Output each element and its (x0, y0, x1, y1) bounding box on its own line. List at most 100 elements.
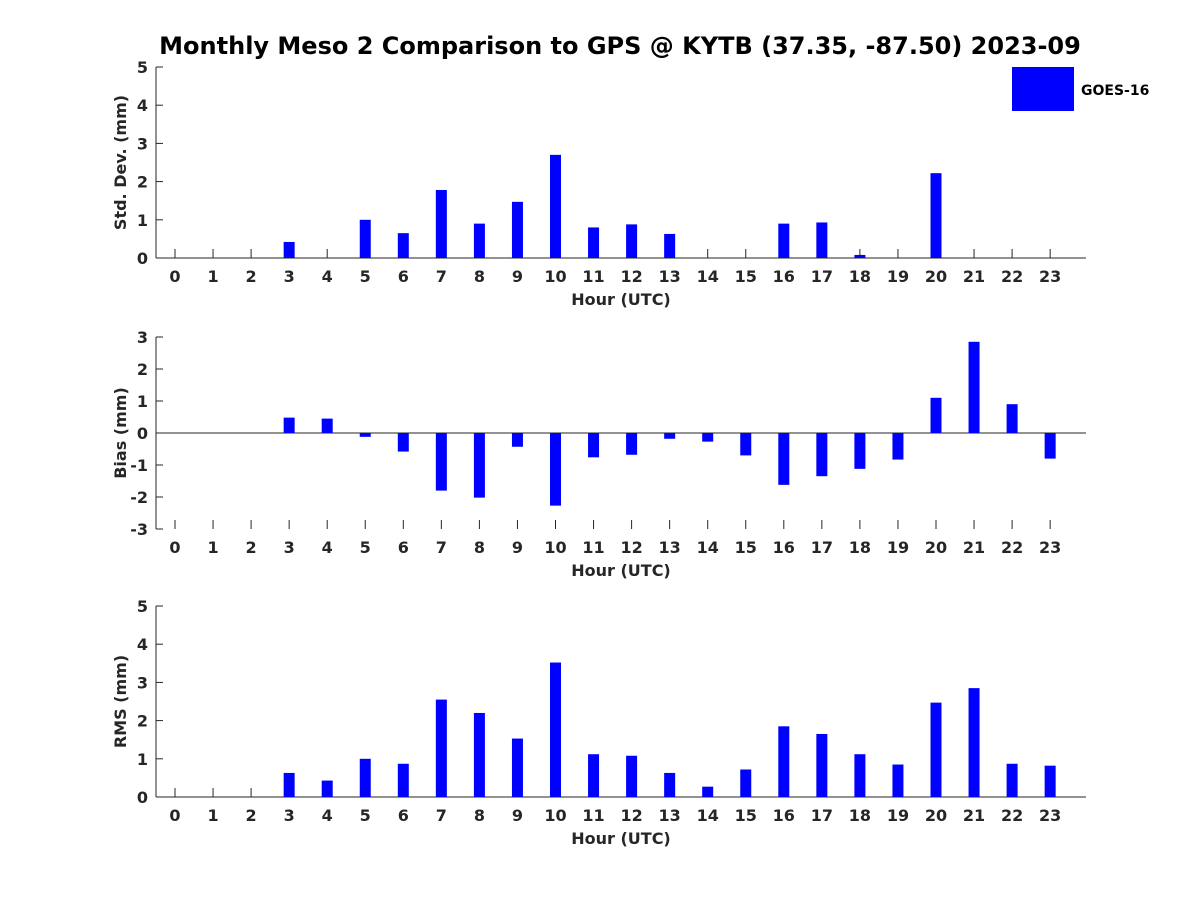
std-dev-xtick-label: 18 (849, 267, 871, 286)
std-dev-ytick-label: 1 (137, 211, 148, 230)
chart-title: Monthly Meso 2 Comparison to GPS @ KYTB … (159, 32, 1081, 60)
bias-xtick-label: 2 (246, 538, 257, 557)
std-dev-bar-hour-5 (359, 219, 371, 258)
std-dev-bar-hour-7 (435, 190, 447, 258)
std-dev-bar-hour-17 (816, 222, 828, 258)
std-dev-xtick-label: 14 (697, 267, 719, 286)
bias-bar-hour-3 (283, 417, 295, 433)
rms-bar-hour-3 (283, 772, 295, 797)
bias-xtick-label: 4 (322, 538, 333, 557)
std-dev-xtick-label: 17 (811, 267, 833, 286)
rms-xtick-label: 23 (1039, 806, 1061, 825)
rms-bar-hour-4 (321, 780, 333, 797)
bias-bar-hour-14 (702, 433, 714, 442)
bias-ytick-label: -2 (130, 488, 148, 507)
std-dev-xtick-label: 6 (398, 267, 409, 286)
rms-bar-hour-22 (1006, 763, 1018, 797)
std-dev-xlabel: Hour (UTC) (571, 290, 671, 309)
bias-bar-hour-19 (892, 433, 904, 460)
std-dev-xtick-label: 12 (620, 267, 642, 286)
bias-ylabel: Bias (mm) (111, 387, 130, 479)
rms-bar-hour-23 (1044, 765, 1056, 797)
rms-xtick-label: 1 (207, 806, 218, 825)
rms-xtick-label: 7 (436, 806, 447, 825)
std-dev-bar-hour-18 (854, 254, 866, 258)
rms-bar-hour-9 (511, 738, 523, 797)
bias-bar-hour-16 (778, 433, 790, 485)
std-dev-xtick-label: 0 (169, 267, 180, 286)
std-dev-xtick-label: 20 (925, 267, 947, 286)
rms-xtick-label: 0 (169, 806, 180, 825)
rms-ytick-label: 1 (137, 750, 148, 769)
rms-bar-hour-5 (359, 758, 371, 797)
rms-bar-hour-21 (968, 688, 980, 797)
std-dev-bar-hour-8 (473, 223, 485, 258)
std-dev-bar-hour-3 (283, 241, 295, 258)
rms-xtick-label: 16 (773, 806, 795, 825)
std-dev-bar-hour-10 (550, 154, 561, 258)
bias-bar-hour-13 (664, 433, 676, 439)
rms-xtick-label: 4 (322, 806, 333, 825)
rms-bar-hour-10 (550, 662, 561, 797)
bias-xtick-label: 23 (1039, 538, 1061, 557)
bias-bar-hour-17 (816, 433, 828, 477)
bias-xtick-label: 5 (360, 538, 371, 557)
std-dev-ytick-label: 3 (137, 134, 148, 153)
std-dev-xtick-label: 21 (963, 267, 985, 286)
rms-xtick-label: 15 (735, 806, 757, 825)
bias-ytick-label: 2 (137, 360, 148, 379)
rms-bar-hour-7 (435, 699, 447, 797)
rms-bar-hour-14 (702, 786, 714, 797)
std-dev-xtick-label: 2 (246, 267, 257, 286)
std-dev-xtick-label: 1 (207, 267, 218, 286)
bias-xtick-label: 13 (659, 538, 681, 557)
rms-bar-hour-6 (397, 763, 409, 797)
bias-xtick-label: 15 (735, 538, 757, 557)
bias-xtick-label: 10 (544, 538, 566, 557)
rms-ylabel: RMS (mm) (111, 655, 130, 748)
rms-xtick-label: 12 (620, 806, 642, 825)
bias-bar-hour-7 (435, 433, 447, 491)
std-dev-xtick-label: 7 (436, 267, 447, 286)
std-dev-xtick-label: 15 (735, 267, 757, 286)
std-dev-bar-hour-20 (930, 173, 942, 258)
rms-bar-hour-13 (664, 772, 676, 797)
rms-xtick-label: 22 (1001, 806, 1023, 825)
bias-xtick-label: 6 (398, 538, 409, 557)
rms-xtick-label: 20 (925, 806, 947, 825)
std-dev-bar-hour-12 (626, 224, 638, 258)
rms-xtick-label: 21 (963, 806, 985, 825)
rms-xtick-label: 11 (582, 806, 604, 825)
bias-ytick-label: 1 (137, 392, 148, 411)
rms-xtick-label: 8 (474, 806, 485, 825)
bias-bar-hour-20 (930, 397, 942, 433)
rms-bar-hour-15 (740, 769, 752, 797)
std-dev-xtick-label: 11 (582, 267, 604, 286)
std-dev-ytick-label: 0 (137, 249, 148, 268)
rms-xtick-label: 3 (284, 806, 295, 825)
std-dev-xtick-label: 10 (544, 267, 566, 286)
rms-ytick-label: 2 (137, 712, 148, 731)
rms-xtick-label: 17 (811, 806, 833, 825)
rms-bar-hour-17 (816, 733, 828, 797)
bias-xtick-label: 7 (436, 538, 447, 557)
bias-ytick-label: 0 (137, 424, 148, 443)
std-dev-xtick-label: 5 (360, 267, 371, 286)
std-dev-bar-hour-11 (588, 227, 600, 258)
bias-bar-hour-18 (854, 433, 866, 469)
bias-bar-hour-10 (550, 433, 561, 506)
bias-xtick-label: 20 (925, 538, 947, 557)
bias-xtick-label: 14 (697, 538, 719, 557)
rms-xtick-label: 6 (398, 806, 409, 825)
std-dev-bar-hour-13 (664, 233, 676, 258)
std-dev-xtick-label: 4 (322, 267, 333, 286)
std-dev-ytick-label: 2 (137, 173, 148, 192)
bias-bar-hour-5 (359, 433, 371, 437)
rms-xtick-label: 14 (697, 806, 719, 825)
std-dev-xtick-label: 22 (1001, 267, 1023, 286)
rms-bar-hour-8 (473, 712, 485, 797)
rms-ytick-label: 4 (137, 635, 148, 654)
